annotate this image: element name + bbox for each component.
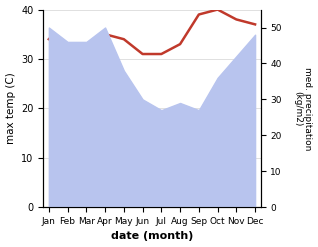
X-axis label: date (month): date (month) <box>111 231 193 242</box>
Y-axis label: med. precipitation
(kg/m2): med. precipitation (kg/m2) <box>293 67 313 150</box>
Y-axis label: max temp (C): max temp (C) <box>5 72 16 144</box>
